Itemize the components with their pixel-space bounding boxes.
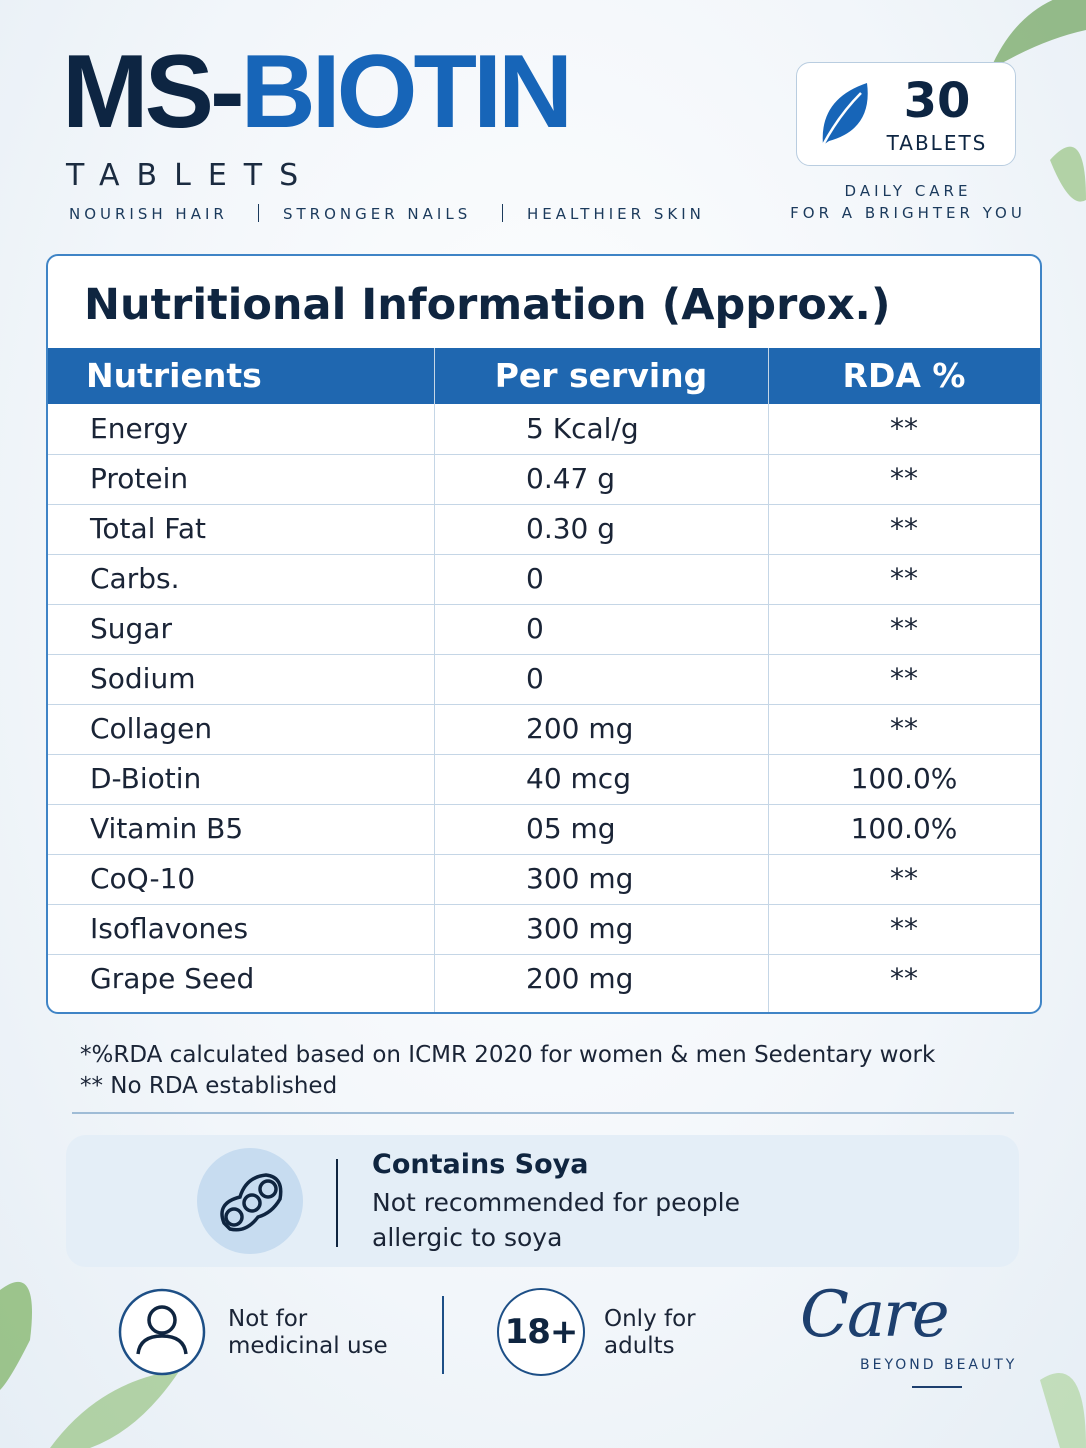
row-line xyxy=(48,604,1040,605)
nutrient-name: Grape Seed xyxy=(90,962,255,995)
row-line xyxy=(48,854,1040,855)
rda: ** xyxy=(890,962,918,995)
rda: ** xyxy=(890,612,918,645)
benefit: NOURISH HAIR xyxy=(69,205,228,223)
benefit: HEALTHIER SKIN xyxy=(527,205,705,223)
rda: ** xyxy=(890,562,918,595)
nutrient-name: Carbs. xyxy=(90,562,180,595)
column-line xyxy=(434,348,435,1012)
header-cell: RDA % xyxy=(842,356,966,395)
signature-line xyxy=(912,1386,962,1388)
table-header: Nutrients Per serving RDA % xyxy=(48,348,1040,404)
column-line xyxy=(768,348,769,1012)
per-serving: 40 mcg xyxy=(526,762,631,795)
rda: 100.0% xyxy=(850,812,958,845)
allergen-text: Not recommended for people allergic to s… xyxy=(372,1188,740,1252)
per-serving: 0 xyxy=(526,612,544,645)
row-line xyxy=(48,754,1040,755)
table-title: Nutritional Information (Approx.) xyxy=(84,280,891,330)
rda: ** xyxy=(890,662,918,695)
header-cell: Per serving xyxy=(494,356,708,395)
allergen-panel: Contains Soya Not recommended for people… xyxy=(66,1135,1019,1267)
per-serving: 0.30 g xyxy=(526,512,616,545)
separator xyxy=(502,204,503,222)
rda: ** xyxy=(890,412,918,445)
separator xyxy=(258,204,259,222)
slogan: DAILY CARE xyxy=(844,182,972,200)
rda: ** xyxy=(890,462,918,495)
nutrient-name: Vitamin B5 xyxy=(90,812,244,845)
warning-label: Only for adults xyxy=(604,1306,696,1359)
nutrient-name: Sodium xyxy=(90,662,196,695)
nutrient-name: CoQ-10 xyxy=(90,862,196,895)
subtitle: TABLETS xyxy=(66,158,316,193)
per-serving: 200 mg xyxy=(526,962,634,995)
footnote: ** No RDA established xyxy=(80,1073,338,1099)
warning-label: Not for medicinal use xyxy=(228,1306,388,1359)
row-line xyxy=(48,654,1040,655)
badge: 30 TABLETS xyxy=(796,62,1016,166)
row-line xyxy=(48,804,1040,805)
per-serving: 0 xyxy=(526,662,544,695)
row-line xyxy=(48,904,1040,905)
separator xyxy=(336,1159,338,1247)
row-line xyxy=(48,454,1040,455)
footnote: *%RDA calculated based on ICMR 2020 for … xyxy=(80,1042,936,1068)
signature-script: Care xyxy=(800,1278,950,1352)
count-unit: TABLETS xyxy=(886,131,988,155)
nutrient-name: Total Fat xyxy=(90,512,206,545)
allergen-title: Contains Soya xyxy=(372,1149,589,1180)
signature-tagline: BEYOND BEAUTY xyxy=(860,1357,1018,1373)
brand: MS-BIOTIN xyxy=(62,34,573,150)
nutrient-name: Collagen xyxy=(90,712,213,745)
separator xyxy=(442,1296,444,1374)
row-line xyxy=(48,504,1040,505)
nutrient-name: Protein xyxy=(90,462,189,495)
rda: ** xyxy=(890,862,918,895)
rda: 100.0% xyxy=(850,762,958,795)
row-line xyxy=(48,554,1040,555)
per-serving: 200 mg xyxy=(526,712,634,745)
per-serving: 0.47 g xyxy=(526,462,616,495)
per-serving: 300 mg xyxy=(526,862,634,895)
count: 30 xyxy=(903,73,971,129)
rda: ** xyxy=(890,512,918,545)
nutrient-name: Energy xyxy=(90,412,189,445)
row-line xyxy=(48,954,1040,955)
per-serving: 0 xyxy=(526,562,544,595)
age-icon: 18+ xyxy=(497,1288,585,1376)
rda: ** xyxy=(890,712,918,745)
leaf-icon xyxy=(821,83,868,146)
row-line xyxy=(48,704,1040,705)
nutrient-name: Isoflavones xyxy=(90,912,249,945)
nutrition-table: Nutritional Information (Approx.) Nutrie… xyxy=(46,254,1042,1014)
per-serving: 300 mg xyxy=(526,912,634,945)
benefit: STRONGER NAILS xyxy=(283,205,472,223)
soya-icon xyxy=(197,1148,303,1254)
nutrient-name: Sugar xyxy=(90,612,172,645)
per-serving: 5 Kcal/g xyxy=(526,412,639,445)
divider xyxy=(72,1112,1014,1114)
nutrient-name: D-Biotin xyxy=(90,762,202,795)
slogan: FOR A BRIGHTER YOU xyxy=(790,204,1026,222)
per-serving: 05 mg xyxy=(526,812,616,845)
rda: ** xyxy=(890,912,918,945)
header-cell: Nutrients xyxy=(86,356,262,395)
person-icon xyxy=(118,1288,206,1376)
